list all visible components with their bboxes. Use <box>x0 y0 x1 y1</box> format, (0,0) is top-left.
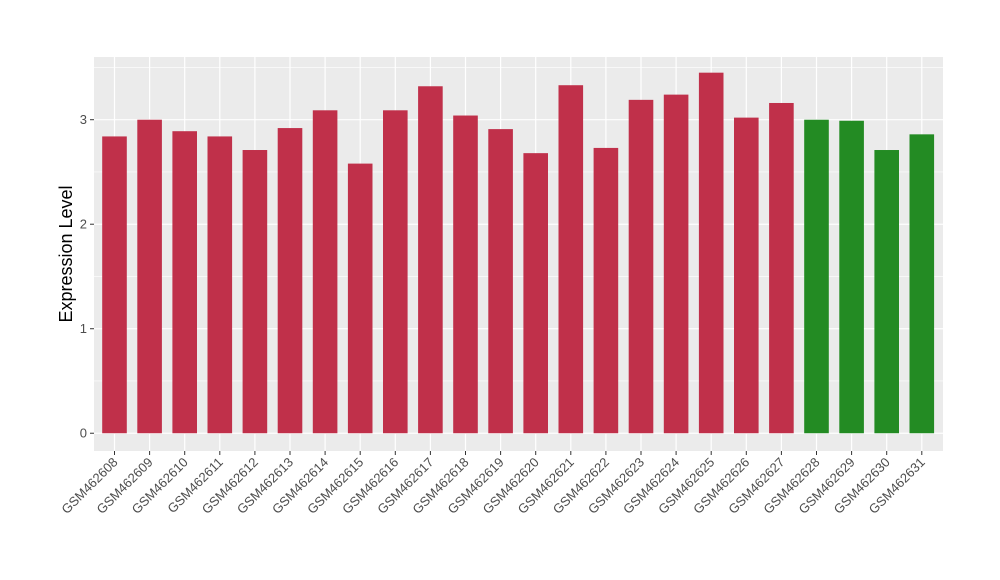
bar-GSM462616 <box>383 110 408 434</box>
bar-GSM462612 <box>242 150 268 434</box>
bar-GSM462617 <box>418 86 443 434</box>
y-axis: 0 1 2 3 <box>80 112 94 441</box>
y-tick-label: 2 <box>80 217 87 232</box>
bar-GSM462610 <box>172 131 197 434</box>
bar-GSM462627 <box>769 102 794 434</box>
bar-GSM462613 <box>277 128 303 434</box>
bar-GSM462628 <box>804 119 829 434</box>
bar-GSM462622 <box>593 147 619 434</box>
x-axis: GSM462608GSM462609GSM462610GSM462611GSM4… <box>58 451 928 517</box>
bar-GSM462614 <box>312 110 338 434</box>
bar-GSM462620 <box>523 153 548 434</box>
bar-GSM462630 <box>874 150 899 434</box>
y-tick-label: 1 <box>80 321 87 336</box>
bar-GSM462618 <box>453 115 478 434</box>
y-tick-label: 3 <box>80 112 87 127</box>
bar-GSM462621 <box>558 85 584 434</box>
bar-GSM462611 <box>207 136 233 434</box>
bar-GSM462629 <box>839 120 864 434</box>
bar-GSM462615 <box>347 163 373 434</box>
bars <box>102 72 935 434</box>
minor-gridlines <box>94 67 943 382</box>
bar-GSM462609 <box>137 119 162 434</box>
bar-GSM462626 <box>734 117 759 434</box>
bar-GSM462608 <box>102 136 127 434</box>
panel-background <box>94 57 943 451</box>
y-tick-label: 0 <box>80 426 87 441</box>
y-axis-title: Expression Level <box>56 185 76 322</box>
bar-GSM462624 <box>663 94 689 434</box>
bar-GSM462619 <box>488 129 513 434</box>
bar-GSM462623 <box>628 99 654 434</box>
bar-GSM462625 <box>698 72 724 434</box>
bar-GSM462631 <box>909 134 935 434</box>
